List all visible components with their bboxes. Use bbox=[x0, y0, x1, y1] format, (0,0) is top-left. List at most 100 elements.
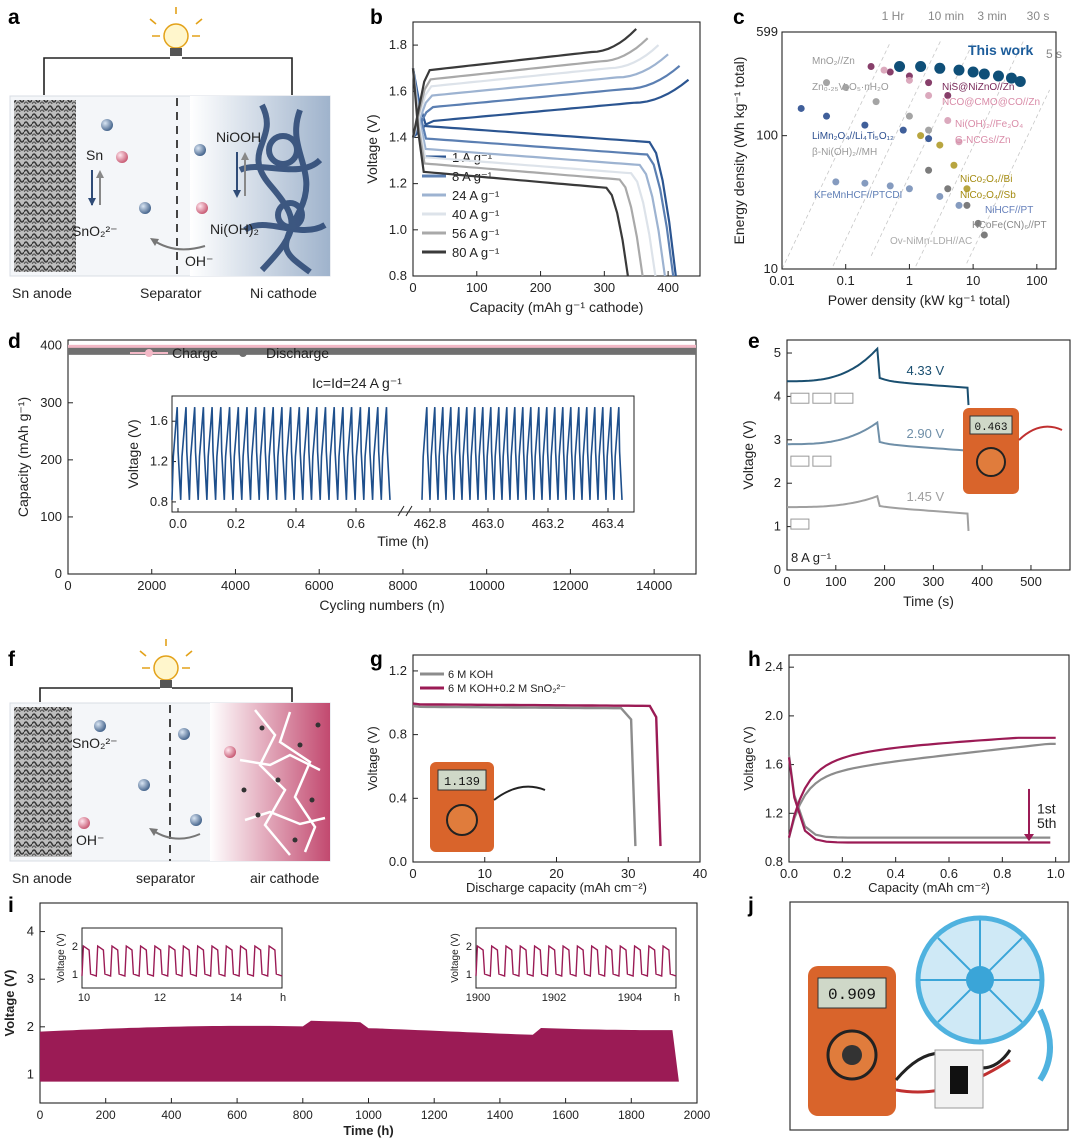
c-ref-point-3-0 bbox=[797, 104, 805, 112]
h-xtick-label: 0.8 bbox=[993, 866, 1011, 881]
d-y-axis-label: Capacity (mAh g⁻¹) bbox=[15, 397, 31, 517]
i-inset-right-ytick-label: 2 bbox=[466, 941, 472, 953]
c-ref-point-2-2 bbox=[925, 92, 933, 100]
label-sno2: SnO₂²⁻ bbox=[72, 223, 118, 239]
panel-h: h 0.0 0.2 0.4 0.6 0.8 1.0 0.8 1.2 1.6 2.0 2.4 Capac… bbox=[741, 648, 1070, 895]
i-ytick-label: 4 bbox=[27, 924, 34, 939]
c-ref-point-6-0 bbox=[925, 166, 933, 174]
label-oh-f: OH⁻ bbox=[76, 832, 104, 848]
h-charge-curve-0 bbox=[787, 742, 1056, 838]
e-battery-icon-0-1 bbox=[812, 392, 832, 404]
c-y-axis-label: Energy density (Wh kg⁻¹ total) bbox=[731, 57, 747, 245]
h-x-axis-label: Capacity (mAh cm⁻²) bbox=[868, 880, 990, 895]
i-inset-left-xtick-label: 12 bbox=[154, 992, 166, 1004]
i-xtick-label: 400 bbox=[161, 1108, 181, 1122]
b-charge-curve-5 bbox=[411, 28, 637, 138]
meter-readout-j: 0.909 bbox=[828, 986, 876, 1004]
c-ytick-label: 100 bbox=[756, 128, 778, 143]
c-ref-point-4-1 bbox=[936, 141, 944, 149]
e-voltage-curve-0 bbox=[787, 346, 970, 406]
i-inset-right-xtick-label: 1902 bbox=[542, 992, 566, 1004]
chart-h-frame bbox=[788, 654, 1070, 863]
catalyst-dots bbox=[241, 722, 321, 843]
c-timeline-2 bbox=[870, 42, 974, 256]
c-ref-point-6-3 bbox=[974, 219, 982, 227]
e-xtick-label: 0 bbox=[783, 574, 790, 589]
e-battery-icon-1-1 bbox=[812, 455, 832, 467]
c-thiswork-point-3 bbox=[953, 64, 965, 76]
c-ref-label-11: NiHCF//PT bbox=[985, 205, 1033, 216]
circuit-wire bbox=[43, 57, 293, 95]
sno2-ion-icon bbox=[139, 202, 151, 214]
i-inset-left-ytick-label: 1 bbox=[72, 969, 78, 981]
b-legend-label-2: 24 A g⁻¹ bbox=[452, 188, 500, 203]
b-xtick-label: 100 bbox=[466, 280, 488, 295]
c-ref-point-5-4 bbox=[936, 192, 944, 200]
e-ytick-label: 2 bbox=[774, 475, 781, 490]
c-timeline-label-3: 30 s bbox=[1027, 9, 1050, 23]
c-ref-point-0-1 bbox=[842, 83, 850, 91]
d-inset-xtick-label: 0.6 bbox=[347, 516, 365, 531]
h-ytick-label: 0.8 bbox=[765, 854, 783, 869]
panel-letter-g: g bbox=[370, 648, 383, 671]
i-inset-left-trace bbox=[81, 944, 283, 977]
oh-ion-icon-2 bbox=[196, 202, 208, 214]
panel-j: j 0.909 bbox=[747, 894, 1069, 1131]
c-timeline-label-0: 1 Hr bbox=[882, 9, 905, 23]
c-ref-point-3-1 bbox=[823, 112, 831, 120]
panel-c: c 1 Hr 10 min 3 min 30 s 5 s 0.01 0.1 1 10 100 10 1… bbox=[731, 6, 1062, 308]
e-battery-icon-0-0 bbox=[790, 392, 810, 404]
d-inset-xtick-label: 0.2 bbox=[227, 516, 245, 531]
panel-g: g 0 10 20 30 40 0.0 0.4 0.8 1.2 Discharge capacit… bbox=[365, 648, 707, 895]
ion-icon-f5 bbox=[190, 814, 202, 826]
e-curve-label-2: 1.45 V bbox=[907, 489, 945, 504]
i-inset-left-ytick-label: 2 bbox=[72, 941, 78, 953]
d-ytick-label: 0 bbox=[55, 566, 62, 581]
c-ref-point-4-0 bbox=[917, 132, 925, 140]
e-rate-note: 8 A g⁻¹ bbox=[791, 550, 832, 565]
i-inset-right-xtick-label: 1904 bbox=[618, 992, 642, 1004]
c-ref-point-3-4 bbox=[925, 135, 933, 143]
c-timeline-label-1: 10 min bbox=[928, 9, 964, 23]
sn-ion-icon bbox=[101, 119, 113, 131]
ion-icon-f3 bbox=[224, 746, 236, 758]
d-ytick-label: 400 bbox=[40, 338, 62, 353]
e-ytick-label: 0 bbox=[774, 562, 781, 577]
b-xtick-label: 400 bbox=[657, 280, 679, 295]
bulb-icon bbox=[149, 7, 203, 56]
d-xtick-label: 12000 bbox=[552, 578, 588, 593]
panel-b: b 0 100 200 300 400 0.8 1.0 1.2 1.4 1.6 1.8 Capacit… bbox=[364, 6, 701, 315]
g-discharge-curve-0 bbox=[412, 704, 637, 847]
b-x-axis-label: Capacity (mAh g⁻¹ cathode) bbox=[470, 299, 644, 315]
oh-ion-icon bbox=[116, 151, 128, 163]
c-ref-label-5: β-Ni(OH)₂//MH bbox=[812, 147, 877, 158]
c-ref-point-5-0 bbox=[832, 178, 840, 186]
sn-anode-mesh bbox=[14, 100, 76, 272]
e-x-axis-label: Time (s) bbox=[903, 593, 954, 609]
c-ref-point-5-1 bbox=[861, 179, 869, 187]
g-legend-label-1: 6 M KOH+0.2 M SnO₂²⁻ bbox=[448, 683, 566, 695]
panel-letter-d: d bbox=[8, 330, 21, 353]
i-inset-left-xtick-label: 14 bbox=[230, 992, 242, 1004]
c-ref-label-3: NCO@CMO@CO//Zn bbox=[942, 97, 1040, 108]
c-ref-point-1-0 bbox=[867, 63, 875, 71]
h-xtick-label: 0.4 bbox=[887, 866, 905, 881]
label-niooh: NiOOH bbox=[216, 129, 261, 145]
label-nioh2: Ni(OH)₂ bbox=[210, 221, 259, 237]
h-y-axis-label: Voltage (V) bbox=[741, 726, 756, 790]
i-y-axis-label: Voltage (V) bbox=[2, 970, 17, 1037]
i-inset-left-unit: h bbox=[280, 992, 286, 1004]
c-timeline-label-2: 3 min bbox=[977, 9, 1006, 23]
d-inset-ytick-label: 0.8 bbox=[150, 494, 168, 509]
c-thiswork-point-7 bbox=[1005, 72, 1017, 84]
h-ytick-label: 2.0 bbox=[765, 708, 783, 723]
chart-c-frame bbox=[781, 31, 1057, 270]
b-ytick-label: 1.8 bbox=[389, 37, 407, 52]
g-multimeter-screen bbox=[437, 769, 487, 791]
b-charge-curve-0 bbox=[412, 78, 690, 139]
panel-letter-b: b bbox=[370, 6, 383, 29]
d-inset-xtick-label: 0.0 bbox=[169, 516, 187, 531]
d-xtick-label: 14000 bbox=[636, 578, 672, 593]
c-ref-point-0-4 bbox=[925, 126, 933, 134]
